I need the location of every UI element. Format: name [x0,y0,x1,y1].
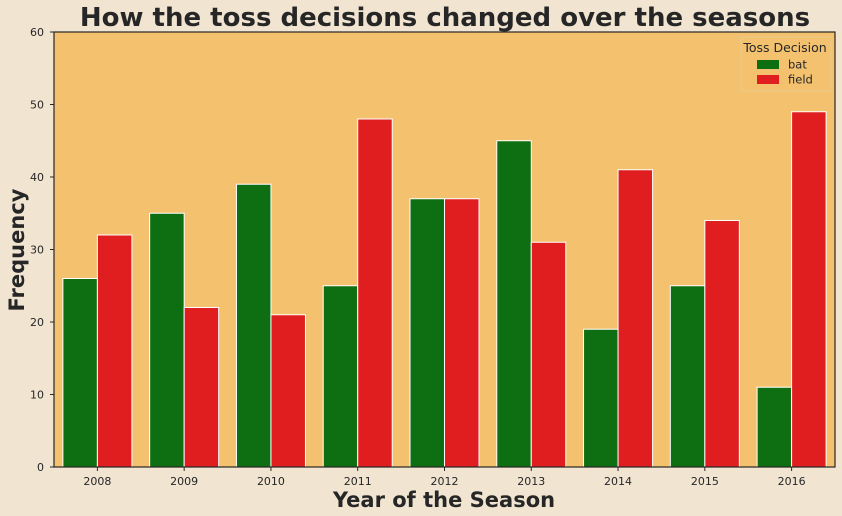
bar-bat-2015 [669,285,706,468]
bar-field-2014 [617,169,654,468]
y-tick-label: 50 [30,99,44,112]
bar-bat-2016 [756,386,793,468]
x-tick-label: 2012 [431,475,459,488]
bar-bat-2014 [583,328,619,468]
x-tick-label: 2009 [170,475,198,488]
legend-swatch-field [757,75,779,84]
bar-field-2009 [183,307,220,468]
y-axis-title: Frequency [5,188,29,311]
legend-title: Toss Decision [742,40,826,55]
bar-field-2015 [704,220,740,468]
bar-bat-2009 [149,212,185,468]
y-tick-label: 40 [30,171,44,184]
y-tick-label: 0 [37,461,44,474]
x-tick-label: 2008 [83,475,111,488]
bar-field-2010 [270,314,306,468]
y-tick-label: 60 [30,26,44,39]
x-tick-label: 2015 [691,475,719,488]
x-tick-label: 2014 [604,475,632,488]
x-axis-title: Year of the Season [332,488,555,512]
x-tick-label: 2016 [778,475,806,488]
bar-field-2008 [96,234,133,468]
bar-bat-2010 [235,183,272,468]
legend-label-field: field [788,73,813,87]
x-tick-label: 2013 [517,475,545,488]
plot-frame [53,31,836,468]
bar-field-2013 [530,241,567,468]
y-tick-label: 10 [30,389,44,402]
legend-label-bat: bat [788,58,807,72]
bar-field-2011 [357,118,393,468]
bar-field-2012 [444,198,480,468]
x-axis: 2008 2009 2010 2011 2012 2013 2014 2015 2016 [83,467,806,488]
y-tick-label: 30 [30,244,44,257]
bar-bat-2013 [496,140,532,468]
y-tick-label: 20 [30,316,44,329]
bar-bat-2008 [62,278,98,468]
bar-bat-2011 [322,285,359,468]
x-tick-label: 2010 [257,475,285,488]
legend-swatch-bat [757,60,779,69]
legend-box [740,36,832,92]
chart-title: How the toss decisions changed over the … [80,3,810,33]
y-axis: 0 10 20 30 40 50 60 [30,26,54,474]
bar-field-2016 [791,111,827,468]
x-tick-label: 2011 [344,475,372,488]
bar-bat-2012 [409,198,445,468]
